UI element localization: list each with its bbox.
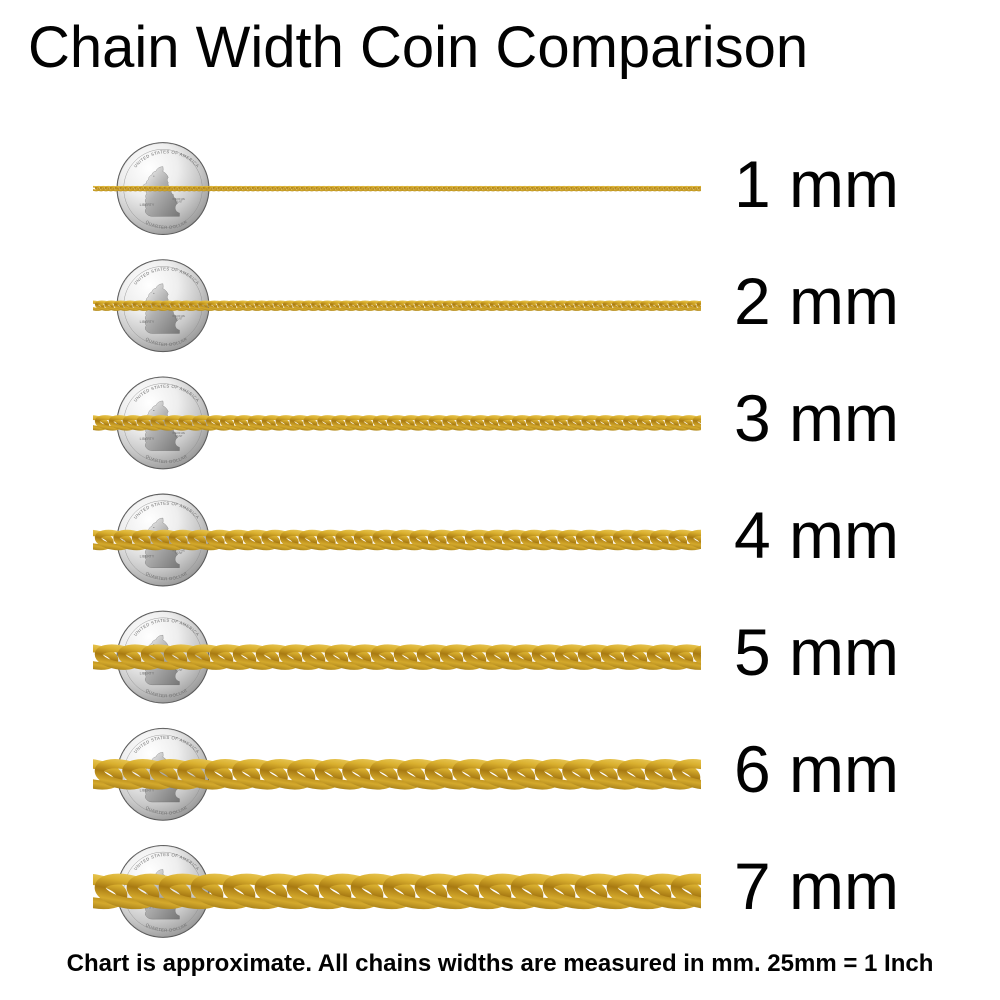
svg-text:LIBERTY: LIBERTY [140, 320, 155, 324]
svg-text:LIBERTY: LIBERTY [140, 554, 155, 558]
svg-text:IN GOD WE: IN GOD WE [172, 550, 185, 552]
svg-text:IN GOD WE: IN GOD WE [172, 199, 185, 201]
svg-text:TRUST: TRUST [175, 670, 183, 672]
svg-text:LIBERTY: LIBERTY [140, 671, 155, 675]
svg-text:LIBERTY: LIBERTY [140, 203, 155, 207]
svg-text:TRUST: TRUST [175, 436, 183, 438]
svg-text:TRUST: TRUST [175, 553, 183, 555]
svg-text:LIBERTY: LIBERTY [140, 437, 155, 441]
svg-text:IN GOD WE: IN GOD WE [172, 433, 185, 435]
svg-text:TRUST: TRUST [175, 319, 183, 321]
svg-text:TRUST: TRUST [175, 202, 183, 204]
svg-text:IN GOD WE: IN GOD WE [172, 316, 185, 318]
